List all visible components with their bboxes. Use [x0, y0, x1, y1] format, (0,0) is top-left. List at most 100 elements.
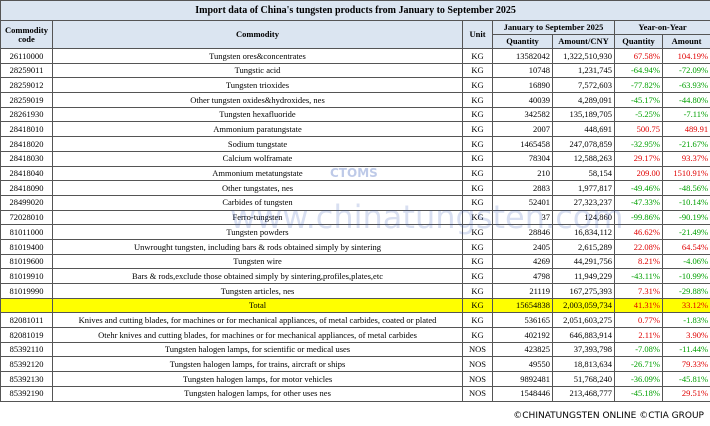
logo: CTOMS: [330, 166, 378, 180]
code: 28418020: [0, 136, 53, 152]
code: 82081011: [0, 312, 53, 329]
amount: 213,468,777: [552, 385, 615, 402]
yoy-amount: -48.56%: [661, 180, 710, 196]
table-row: 28259011 Tungstic acid KG 10748 1,231,745 -64…: [0, 62, 710, 79]
yoy-amount: -21.49%: [661, 224, 710, 240]
import-table: Import data of China's tungsten products…: [0, 0, 710, 402]
amount: 1,231,745: [552, 62, 615, 79]
yoy-quantity: -5.25%: [614, 106, 663, 123]
commodity: Tungsten articles, nes: [52, 283, 463, 299]
unit: KG: [462, 121, 493, 138]
amount: 18,813,634: [552, 356, 615, 373]
unit: KG: [462, 209, 493, 226]
header-yoy-amount: Amount: [661, 34, 710, 49]
code: 28418030: [0, 150, 53, 167]
code: 28261930: [0, 106, 53, 123]
commodity: Tungsten trioxides: [52, 77, 463, 94]
quantity: 4798: [492, 268, 553, 284]
quantity: 2883: [492, 180, 553, 196]
code: 28259012: [0, 77, 53, 94]
unit: KG: [462, 165, 493, 182]
code: 28418090: [0, 180, 53, 196]
unit: KG: [462, 268, 493, 284]
code: 81019910: [0, 268, 53, 284]
table-row: 85392120 Tungsten halogen lamps, for trai…: [0, 356, 710, 373]
yoy-amount: -11.44%: [661, 341, 710, 358]
commodity: Sodium tungstate: [52, 136, 463, 152]
commodity: Ammonium paratungstate: [52, 121, 463, 138]
yoy-amount: 79.33%: [661, 356, 710, 373]
yoy-amount: -44.80%: [661, 92, 710, 108]
code: 81019600: [0, 253, 53, 270]
commodity: Knives and cutting blades, for machines …: [52, 312, 463, 329]
amount: 12,588,263: [552, 150, 615, 167]
table-row: 81019600 Tungsten wire KG 4269 44,291,756 8.2…: [0, 253, 710, 270]
amount: 448,691: [552, 121, 615, 138]
quantity: 16890: [492, 77, 553, 94]
unit: KG: [462, 224, 493, 240]
yoy-quantity: -49.46%: [614, 180, 663, 196]
commodity: Carbides of tungsten: [52, 194, 463, 211]
amount: 2,003,059,734: [552, 297, 615, 314]
quantity: 1465458: [492, 136, 553, 152]
yoy-amount: -45.81%: [661, 371, 710, 387]
unit: KG: [462, 92, 493, 108]
table-row: 85392130 Tungsten halogen lamps, for moto…: [0, 371, 710, 387]
table-row: 85392110 Tungsten halogen lamps, for scie…: [0, 341, 710, 358]
table-title: Import data of China's tungsten products…: [0, 0, 710, 21]
commodity: Unwrought tungsten, including bars & rod…: [52, 238, 463, 255]
commodity: Tungsten halogen lamps, for trains, airc…: [52, 356, 463, 373]
header-quantity: Quantity: [492, 34, 553, 49]
quantity: 210: [492, 165, 553, 182]
amount: 27,323,237: [552, 194, 615, 211]
commodity: Ferro-tungsten: [52, 209, 463, 226]
unit: KG: [462, 283, 493, 299]
quantity: 536165: [492, 312, 553, 329]
yoy-amount: -72.09%: [661, 62, 710, 79]
code: 28418040: [0, 165, 53, 182]
total-row: Total KG 15654838 2,003,059,734 41.31% 33.12%: [0, 297, 710, 314]
yoy-quantity: -77.82%: [614, 77, 663, 94]
yoy-amount: -10.99%: [661, 268, 710, 284]
commodity: Other tungsten oxides&hydroxides, nes: [52, 92, 463, 108]
table-row: 28259012 Tungsten trioxides KG 16890 7,572,6…: [0, 77, 710, 94]
code: 82081019: [0, 327, 53, 343]
table-row: 28418090 Other tungstates, nes KG 2883 1,977…: [0, 180, 710, 196]
amount: 51,768,240: [552, 371, 615, 387]
table-row: 28418030 Calcium wolframate KG 78304 12,588,…: [0, 150, 710, 167]
quantity: 2007: [492, 121, 553, 138]
amount: 37,393,798: [552, 341, 615, 358]
code: 72028010: [0, 209, 53, 226]
table-row: 28261930 Tungsten hexafluoride KG 342582 135…: [0, 106, 710, 123]
quantity: 78304: [492, 150, 553, 167]
quantity: 15654838: [492, 297, 553, 314]
amount: 646,883,914: [552, 327, 615, 343]
amount: 135,189,705: [552, 106, 615, 123]
yoy-quantity: 0.77%: [614, 312, 663, 329]
header-yoy: Year-on-Year: [613, 20, 710, 35]
commodity: Other tungstates, nes: [52, 180, 463, 196]
quantity: 9892481: [492, 371, 553, 387]
yoy-quantity: 209.00: [614, 165, 663, 182]
commodity: Tungsten ores&concentrates: [52, 48, 463, 64]
unit: KG: [462, 62, 493, 79]
yoy-amount: -10.14%: [661, 194, 710, 211]
commodity: Tungsten powders: [52, 224, 463, 240]
table-body: 26110000 Tungsten ores&concentrates KG 1358…: [0, 48, 710, 402]
commodity: Tungsten halogen lamps, for scientific o…: [52, 341, 463, 358]
header-period: January to September 2025: [492, 20, 615, 35]
amount: 2,615,289: [552, 238, 615, 255]
yoy-quantity: 2.11%: [614, 327, 663, 343]
amount: 2,051,603,275: [552, 312, 615, 329]
quantity: 1548446: [492, 385, 553, 402]
unit: KG: [462, 297, 493, 314]
quantity: 4269: [492, 253, 553, 270]
code: 81019990: [0, 283, 53, 299]
unit: NOS: [462, 356, 493, 373]
code: 81011000: [0, 224, 53, 240]
code: 85392110: [0, 341, 53, 358]
amount: 58,154: [552, 165, 615, 182]
code: 26110000: [0, 48, 53, 64]
yoy-amount: -21.67%: [661, 136, 710, 152]
table-row: 82081011 Knives and cutting blades, for m…: [0, 312, 710, 329]
